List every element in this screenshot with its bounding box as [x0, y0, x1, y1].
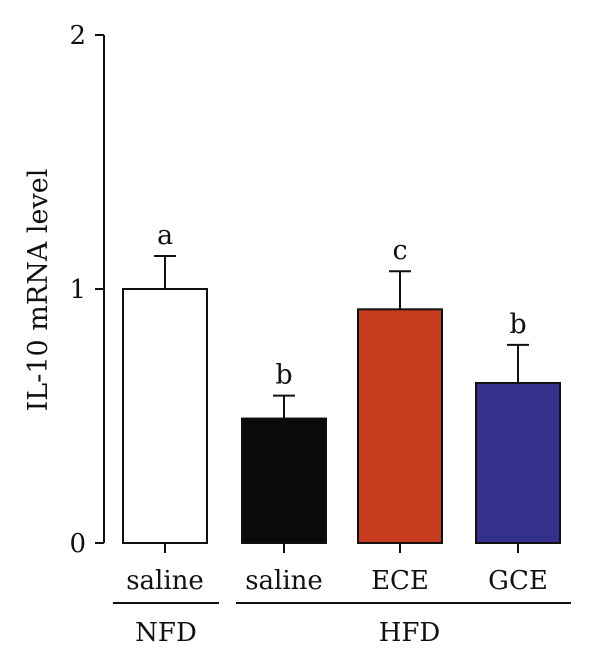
group-label: HFD: [379, 618, 441, 648]
bars: [122, 288, 561, 545]
y-axis-label-group: IL-10 mRNA level: [23, 169, 54, 412]
group-label: NFD: [135, 618, 197, 648]
category-label: ECE: [371, 566, 429, 596]
group-labels: NFD HFD: [113, 602, 571, 648]
y-axis: 0 1 2: [69, 21, 105, 559]
significance-letters: a b c b: [157, 220, 527, 391]
y-tick-label: 1: [69, 275, 86, 305]
significance-letter: a: [157, 220, 173, 251]
x-category-labels: saline saline ECE GCE: [126, 543, 548, 596]
bar: [475, 381, 561, 545]
bar: [241, 417, 327, 545]
y-tick-label: 2: [69, 21, 86, 51]
y-axis-label: IL-10 mRNA level: [23, 169, 54, 412]
significance-letter: c: [392, 235, 407, 266]
bar: [357, 308, 443, 544]
category-label: saline: [245, 566, 323, 596]
y-tick-label: 0: [69, 529, 86, 559]
category-label: saline: [126, 566, 204, 596]
significance-letter: b: [275, 360, 292, 391]
category-label: GCE: [488, 566, 548, 596]
error-bars: [154, 254, 529, 419]
bar: [122, 288, 208, 544]
significance-letter: b: [509, 309, 526, 340]
